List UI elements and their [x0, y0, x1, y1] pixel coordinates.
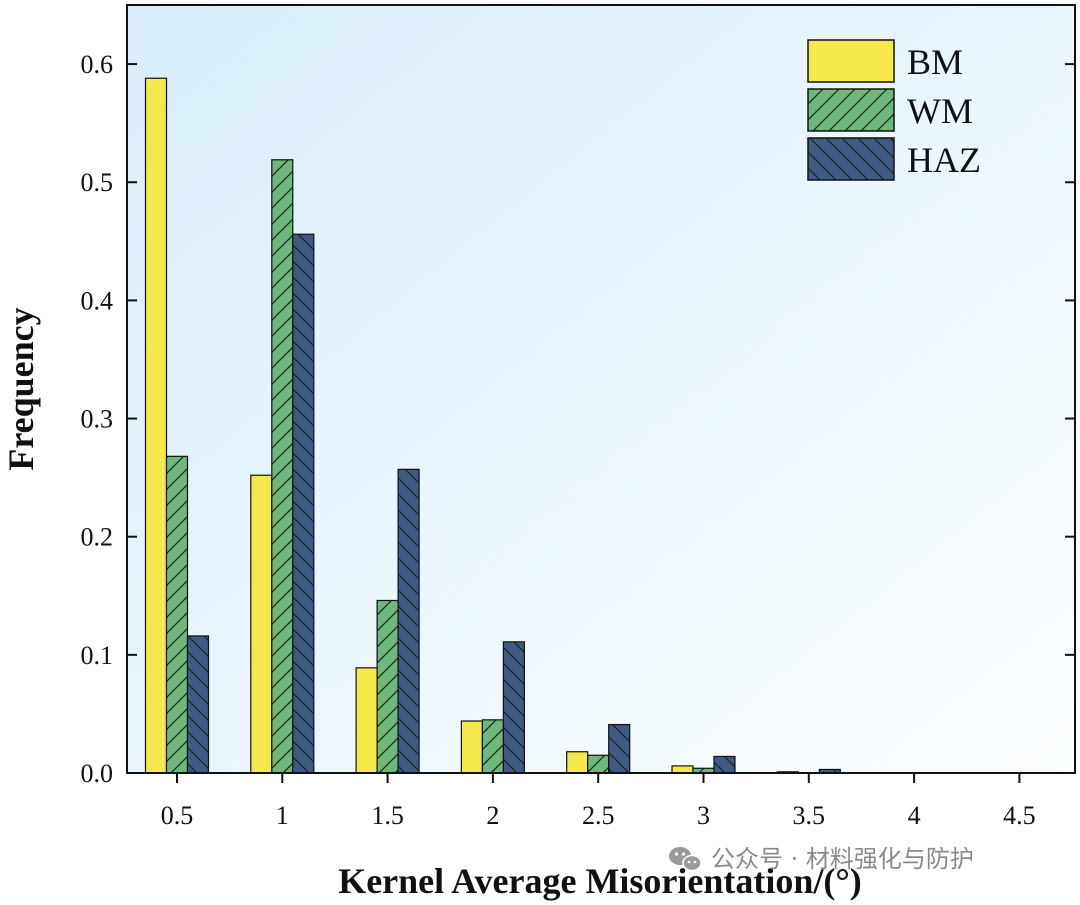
- x-tick-label: 4: [908, 801, 921, 830]
- x-axis-title: Kernel Average Misorientation/(°): [338, 861, 862, 901]
- ticks-layer: 0.0 0.1 0.2 0.3 0.4 0.5 0.6 0.5 1 1.5 2 2.5 3 3.5 4 4.5: [81, 50, 1075, 830]
- x-tick-label: 1.5: [371, 801, 404, 830]
- bar-haz-0_5: [186, 635, 210, 774]
- bar-wm-2_5: [587, 754, 610, 774]
- bar-bm-2_5: [566, 751, 589, 774]
- y-tick-label: 0.1: [81, 641, 114, 670]
- bars-layer: [144, 77, 841, 774]
- x-tick-label: 2: [486, 801, 499, 830]
- y-tick-label: 0.5: [81, 168, 114, 197]
- bar-haz-2_5: [608, 723, 631, 774]
- watermark: 公众号 · 材料强化与防护: [669, 845, 974, 873]
- bar-bm-2: [460, 720, 483, 774]
- x-tick-label: 2.5: [582, 801, 615, 830]
- bar-bm-1_5: [355, 667, 378, 774]
- bar-haz-1_5: [397, 468, 420, 774]
- y-tick-label: 0.2: [81, 523, 114, 552]
- bar-bm-1: [250, 474, 273, 774]
- plot-frame: [126, 4, 1076, 774]
- bar-haz-3: [713, 755, 736, 774]
- x-tick-label: 3: [697, 801, 710, 830]
- y-tick-label: 0.0: [81, 759, 114, 788]
- x-tick-label: 0.5: [161, 801, 194, 830]
- x-tick-label: 4.5: [1003, 801, 1036, 830]
- watermark-text: 公众号 · 材料强化与防护: [711, 845, 974, 873]
- legend-label-wm: WM: [907, 91, 973, 131]
- legend-label-bm: BM: [907, 42, 963, 82]
- bar-wm-2: [481, 719, 504, 774]
- legend-swatch-bm: [807, 39, 895, 83]
- bar-bm-0_5: [144, 77, 168, 774]
- wechat-icon: [669, 847, 702, 872]
- y-tick-label: 0.6: [81, 50, 114, 79]
- y-tick-label: 0.3: [81, 405, 114, 434]
- bar-bm-3: [671, 765, 694, 774]
- bar-haz-2: [502, 641, 525, 774]
- bar-haz-1: [292, 233, 315, 774]
- legend-label-haz: HAZ: [907, 140, 981, 180]
- bar-wm-0_5: [165, 455, 189, 774]
- x-tick-label: 3.5: [793, 801, 826, 830]
- bar-wm-1: [271, 159, 294, 774]
- y-tick-label: 0.4: [81, 286, 114, 315]
- legend: BM WM HAZ: [807, 39, 981, 181]
- bar-wm-1_5: [376, 599, 399, 774]
- legend-swatch-wm: [807, 88, 895, 132]
- legend-swatch-haz: [807, 137, 895, 181]
- y-axis-title: Frequency: [1, 307, 41, 470]
- x-tick-label: 1: [276, 801, 289, 830]
